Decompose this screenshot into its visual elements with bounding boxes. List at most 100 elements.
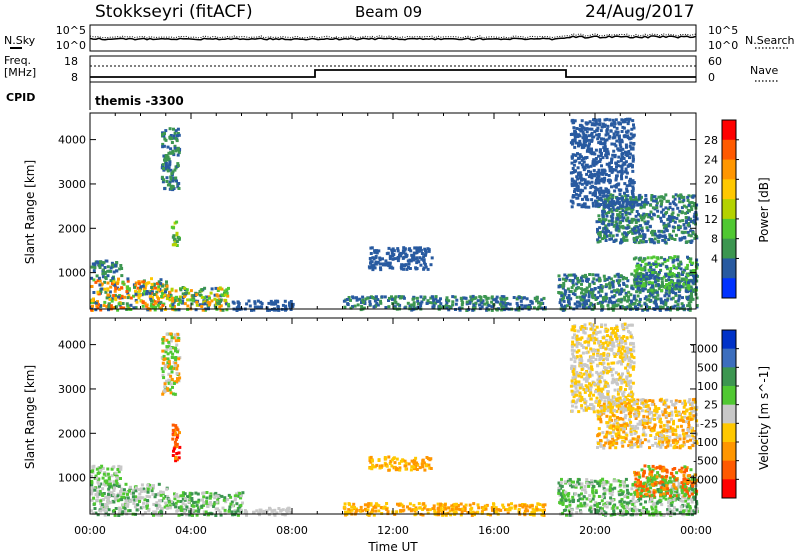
data-cell xyxy=(116,308,120,312)
data-cell xyxy=(587,147,591,151)
data-cell xyxy=(231,300,235,304)
data-cell xyxy=(587,295,591,299)
data-cell xyxy=(668,284,672,288)
data-cell xyxy=(597,502,601,505)
data-cell xyxy=(154,493,158,497)
data-cell xyxy=(213,492,217,496)
data-cell xyxy=(102,304,106,307)
data-cell xyxy=(573,190,576,193)
data-cell xyxy=(589,170,593,174)
data-cell xyxy=(568,513,572,517)
data-cell xyxy=(619,159,623,163)
data-cell xyxy=(371,296,374,299)
data-cell xyxy=(170,287,174,291)
data-cell xyxy=(678,219,682,223)
data-cell xyxy=(223,496,227,500)
data-cell xyxy=(161,304,165,307)
data-cell xyxy=(596,302,600,305)
data-cell xyxy=(201,498,204,502)
data-cell xyxy=(695,296,699,300)
data-cell xyxy=(538,503,542,506)
data-cell xyxy=(176,132,180,135)
data-cell xyxy=(245,302,249,306)
data-cell xyxy=(571,142,574,146)
data-cell xyxy=(398,303,402,307)
data-cell xyxy=(576,480,580,484)
data-cell xyxy=(118,498,122,502)
data-cell xyxy=(171,179,175,183)
data-cell xyxy=(590,288,593,292)
data-cell xyxy=(589,510,593,514)
data-cell xyxy=(116,286,120,290)
data-cell xyxy=(668,270,672,274)
data-cell xyxy=(387,246,391,250)
data-cell xyxy=(659,491,663,495)
data-cell xyxy=(646,201,650,205)
data-cell xyxy=(256,299,260,303)
data-cell xyxy=(640,200,644,204)
data-cell xyxy=(528,303,532,307)
data-cell xyxy=(612,504,615,508)
data-cell xyxy=(400,503,404,507)
data-cell xyxy=(558,278,562,282)
data-cell xyxy=(636,480,640,484)
data-cell xyxy=(607,211,611,214)
data-cell xyxy=(653,495,657,499)
data-cell xyxy=(159,300,163,304)
data-cell xyxy=(565,275,569,278)
data-cell xyxy=(105,481,109,485)
data-cell xyxy=(580,158,584,162)
data-cell xyxy=(432,507,436,510)
data-cell xyxy=(581,488,584,492)
data-cell xyxy=(695,203,699,207)
data-cell xyxy=(615,233,619,237)
data-cell xyxy=(194,509,198,513)
data-cell xyxy=(140,280,144,284)
data-cell xyxy=(584,299,588,303)
data-cell xyxy=(115,484,119,488)
data-cell xyxy=(580,177,584,181)
data-cell xyxy=(406,505,409,509)
data-cell xyxy=(639,277,643,281)
data-cell xyxy=(575,306,579,310)
data-cell xyxy=(664,236,668,239)
data-cell xyxy=(631,200,635,204)
data-cell xyxy=(439,306,443,310)
data-cell xyxy=(595,195,599,199)
data-cell xyxy=(603,169,607,173)
data-cell xyxy=(159,278,163,282)
data-cell xyxy=(585,149,589,153)
data-cell xyxy=(210,503,214,507)
data-cell xyxy=(183,497,187,501)
data-cell xyxy=(643,464,647,468)
data-cell xyxy=(667,224,671,228)
data-cell xyxy=(388,257,392,261)
data-cell xyxy=(635,290,639,294)
data-cell xyxy=(685,468,688,472)
data-cell xyxy=(401,249,405,253)
data-cell xyxy=(406,259,410,263)
data-cell xyxy=(98,279,102,283)
data-cell xyxy=(172,127,175,131)
data-cell xyxy=(414,464,417,468)
data-cell xyxy=(174,505,178,509)
data-cell xyxy=(607,229,610,233)
data-cell xyxy=(223,293,227,297)
data-cell xyxy=(417,502,421,506)
data-cell xyxy=(639,480,642,484)
data-cell xyxy=(660,475,664,479)
data-cell xyxy=(661,238,665,242)
data-cell xyxy=(659,467,663,471)
data-cell xyxy=(235,492,238,496)
data-cell xyxy=(502,295,506,299)
data-cell xyxy=(165,284,169,288)
data-cell xyxy=(408,502,412,506)
data-cell xyxy=(449,513,453,517)
data-cell xyxy=(605,500,609,504)
data-cell xyxy=(166,297,169,301)
data-cell xyxy=(628,163,632,167)
data-cell xyxy=(385,502,389,505)
data-cell xyxy=(594,148,598,152)
data-cell xyxy=(680,495,684,499)
data-cell xyxy=(516,304,520,308)
